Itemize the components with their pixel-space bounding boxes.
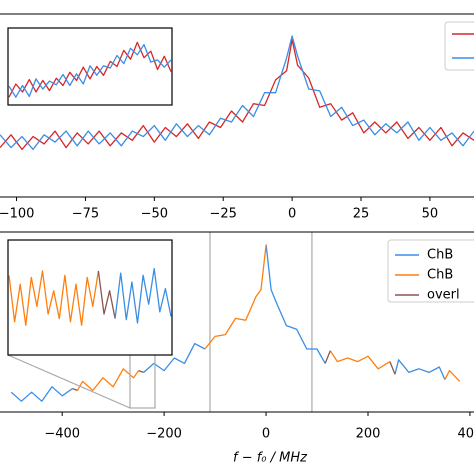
series-line	[0, 38, 474, 151]
x-axis-label: f − f₀ / MHz	[233, 451, 308, 466]
legend: ChB ChB overl	[395, 248, 460, 303]
bottom-plot	[10, 232, 461, 412]
x-tick-label: −25	[210, 207, 237, 222]
top-inset	[8, 41, 172, 98]
legend-label: ChB	[427, 268, 453, 283]
x-tick-label: −100	[0, 207, 34, 222]
legend-box	[444, 21, 474, 71]
series-line	[8, 43, 172, 98]
x-tick-label: 200	[356, 427, 381, 442]
x-tick-label: −400	[44, 427, 80, 442]
series-line	[97, 270, 116, 319]
series-line	[8, 41, 172, 98]
x-tick-label: −200	[146, 427, 182, 442]
x-tick-label: 25	[353, 207, 370, 222]
x-tick-label: 0	[262, 427, 270, 442]
top-plot	[0, 35, 474, 151]
bottom-inset	[8, 267, 172, 326]
legend-label: overl	[427, 288, 460, 303]
series-line	[76, 244, 461, 392]
legend	[452, 33, 474, 59]
x-tick-label: −50	[141, 207, 168, 222]
x-tick-label: 50	[422, 207, 439, 222]
legend-label: ChB	[427, 248, 453, 263]
zoom-connector	[7, 354, 131, 409]
x-tick-label: 400	[458, 427, 474, 442]
series-line	[72, 350, 396, 392]
series-line	[10, 244, 446, 402]
x-tick-label: 0	[288, 207, 296, 222]
series-line	[8, 270, 100, 326]
series-line	[0, 35, 474, 151]
series-line	[114, 267, 172, 324]
x-tick-label: −75	[72, 207, 99, 222]
